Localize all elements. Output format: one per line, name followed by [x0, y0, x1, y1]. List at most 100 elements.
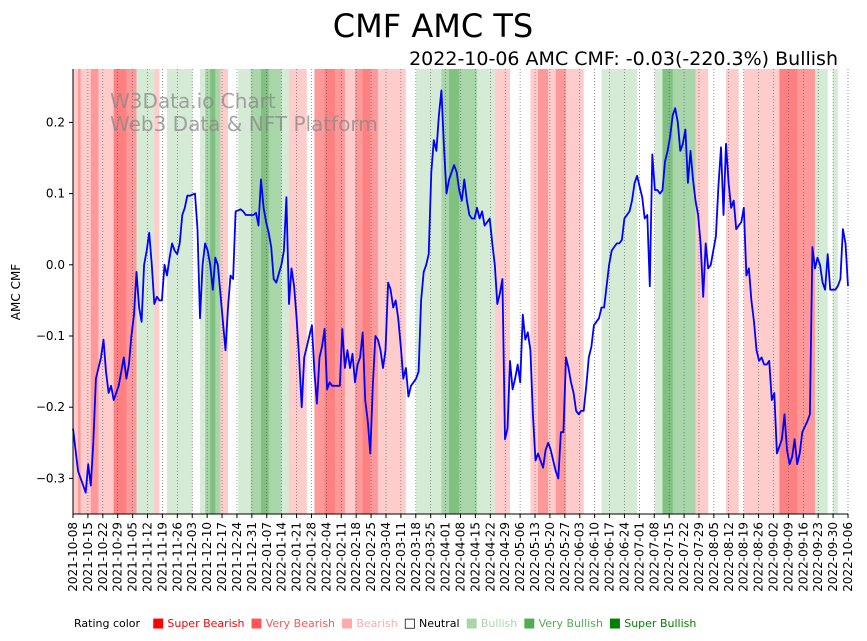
- x-tick-label-21: 2022-03-04: [379, 522, 393, 592]
- rating-band-2: [80, 69, 92, 514]
- rating-band-12: [192, 69, 201, 514]
- rating-band-44: [530, 69, 539, 514]
- rating-band-11: [182, 69, 194, 514]
- x-tick-label-38: 2022-07-01: [632, 522, 646, 592]
- legend-item-super-bearish: ■ Super Bearish: [152, 617, 244, 630]
- rating-band-45: [538, 69, 549, 514]
- rating-band-35: [405, 69, 417, 514]
- legend-swatch-icon: ■: [608, 616, 622, 631]
- rating-band-9: [159, 69, 168, 514]
- rating-band-51: [619, 69, 638, 514]
- x-tick-label-30: 2022-05-06: [513, 522, 527, 592]
- x-tick-label-26: 2022-04-08: [454, 522, 468, 592]
- rating-band-4: [98, 69, 115, 514]
- legend-item-very-bullish: ■ Very Bullish: [523, 617, 603, 630]
- rating-band-65: [814, 69, 829, 514]
- x-tick-label-50: 2022-09-23: [811, 522, 825, 592]
- x-tick-label-2: 2021-10-22: [96, 522, 110, 592]
- x-tick-label-33: 2022-05-27: [558, 522, 572, 592]
- rating-band-28: [334, 69, 346, 514]
- rating-band-20: [250, 69, 262, 514]
- rating-band-59: [726, 69, 740, 514]
- rating-band-32: [370, 69, 379, 514]
- rating-band-19: [238, 69, 252, 514]
- y-tick-label-5: 0.2: [46, 115, 65, 129]
- rating-band-55: [672, 69, 684, 514]
- rating-band-7: [136, 69, 155, 514]
- axes: −0.3 −0.2 −0.1 0.0 0.1 0.2 2021-10-08 2021-10-1…: [36, 69, 855, 592]
- x-tick-label-20: 2022-02-25: [364, 522, 378, 592]
- x-tick-label-34: 2022-06-03: [573, 522, 587, 592]
- legend-swatch-icon: □: [403, 616, 416, 631]
- x-tick-label-4: 2021-11-05: [126, 522, 140, 592]
- rating-band-25: [306, 69, 315, 514]
- rating-band-3: [90, 69, 100, 514]
- x-tick-label-42: 2022-07-29: [692, 522, 706, 592]
- x-tick-label-19: 2022-02-18: [349, 522, 363, 592]
- rating-band-17: [220, 69, 229, 514]
- legend-swatch-icon: ■: [523, 616, 536, 631]
- watermark-line-0: W3Data.io Chart: [110, 89, 276, 113]
- rating-band-27: [324, 69, 336, 514]
- rating-band-30: [355, 69, 364, 514]
- rating-band-8: [154, 69, 160, 514]
- x-tick-label-17: 2022-02-04: [319, 522, 333, 592]
- rating-band-67: [832, 69, 839, 514]
- y-axis-label: AMC CMF: [9, 264, 23, 320]
- x-tick-label-27: 2022-04-15: [468, 522, 482, 592]
- x-tick-label-52: 2022-10-06: [841, 522, 855, 592]
- rating-band-1: [78, 69, 82, 514]
- series-line-0: [72, 89, 849, 494]
- rating-band-37: [426, 69, 443, 514]
- y-tick-label-1: −0.2: [36, 400, 65, 414]
- rating-band-50: [601, 69, 620, 514]
- legend-item-very-bearish: ■ Very Bearish: [250, 617, 335, 630]
- legend-item-super-bullish: ■ Super Bullish: [609, 617, 696, 630]
- x-tick-label-47: 2022-09-02: [766, 522, 780, 592]
- x-tick-label-0: 2021-10-08: [66, 522, 80, 592]
- x-tick-label-41: 2022-07-22: [677, 522, 691, 592]
- legend-swatch-icon: ■: [152, 616, 165, 631]
- x-tick-label-16: 2022-01-28: [304, 522, 318, 592]
- rating-band-40: [459, 69, 478, 514]
- x-tick-label-40: 2022-07-15: [662, 522, 676, 592]
- x-tick-label-31: 2022-05-13: [528, 522, 542, 592]
- legend-item-neutral: □ Neutral: [404, 617, 460, 630]
- rating-band-53: [654, 69, 664, 514]
- legend-swatch-icon: ■: [465, 616, 478, 631]
- x-tick-label-29: 2022-04-29: [498, 522, 512, 592]
- rating-band-13: [200, 69, 206, 514]
- rating-band-60: [738, 69, 745, 514]
- y-tick-label-2: −0.1: [36, 329, 65, 343]
- x-tick-label-23: 2022-03-18: [409, 522, 423, 592]
- rating-band-18: [228, 69, 239, 514]
- legend-title: Rating color: [74, 617, 141, 630]
- x-tick-label-22: 2022-03-11: [394, 522, 408, 592]
- x-tick-label-15: 2022-01-21: [290, 522, 304, 592]
- rating-band-14: [205, 69, 211, 514]
- rating-band-43: [510, 69, 531, 514]
- rating-band-49: [583, 69, 603, 514]
- rating-band-66: [827, 69, 834, 514]
- chart-subtitle: 2022-10-06 AMC CMF: -0.03(-220.3%) Bulli…: [409, 48, 838, 70]
- x-tick-label-9: 2021-12-10: [200, 522, 214, 592]
- rating-legend: Rating color ■ Super Bearish ■ Very Bearish…: [74, 617, 702, 630]
- x-tick-label-13: 2022-01-07: [260, 522, 274, 592]
- rating-band-21: [261, 69, 270, 514]
- x-tick-label-28: 2022-04-22: [483, 522, 497, 592]
- x-tick-label-6: 2021-11-19: [155, 522, 169, 592]
- rating-band-58: [708, 69, 727, 514]
- rating-band-6: [126, 69, 138, 514]
- rating-band-61: [743, 69, 763, 514]
- x-tick-label-36: 2022-06-17: [603, 522, 617, 592]
- legend-label: Super Bearish: [167, 617, 245, 630]
- rating-band-41: [477, 69, 496, 514]
- rating-band-5: [113, 69, 127, 514]
- x-tick-label-7: 2021-11-26: [170, 522, 184, 592]
- rating-band-47: [555, 69, 567, 514]
- rating-band-46: [548, 69, 557, 514]
- rating-band-68: [837, 69, 849, 514]
- legend-label: Very Bullish: [538, 617, 603, 630]
